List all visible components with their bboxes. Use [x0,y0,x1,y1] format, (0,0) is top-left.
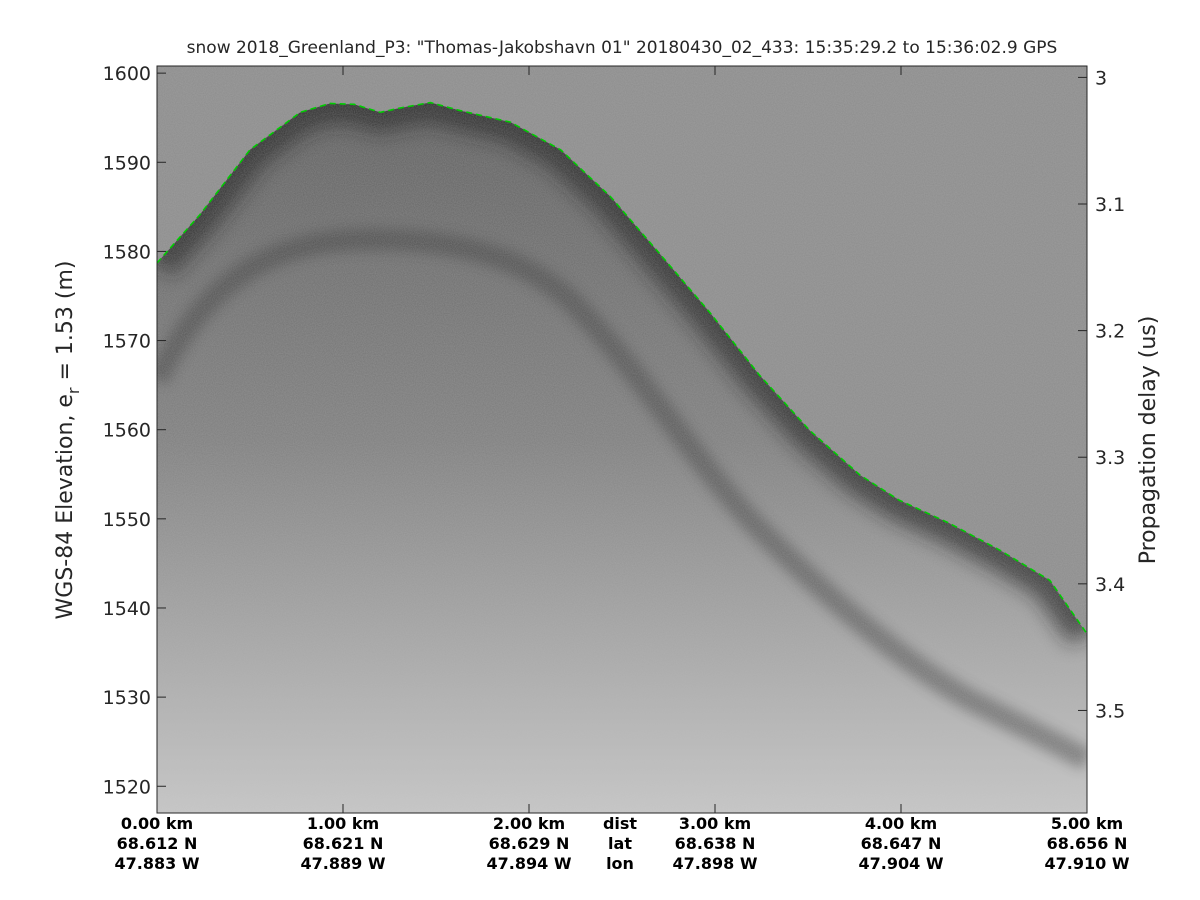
x-tick-label: 0.00 km [121,814,193,833]
chart-title: snow 2018_Greenland_P3: "Thomas-Jakobsha… [187,38,1058,58]
y-tick-label: 1540 [103,598,151,620]
x-tick-label: 2.00 km [493,814,565,833]
speckle-noise [157,66,1087,813]
lon-label: 47.883 W [115,854,200,873]
lat-label: 68.621 N [303,834,384,853]
lon-label: 47.894 W [487,854,572,873]
surface-line [157,101,1087,635]
lon-label: 47.910 W [1045,854,1130,873]
lat-label: 68.656 N [1047,834,1128,853]
lon-label: 47.904 W [859,854,944,873]
y-tick-label: 1590 [103,152,151,174]
y-tick-label: 1550 [103,509,151,531]
y-label-sub: r [64,387,83,394]
y2-axis-label: Propagation delay (us) [1136,316,1161,565]
x-tick-label: 3.00 km [679,814,751,833]
lat-label: 68.629 N [489,834,570,853]
plot-frame [156,65,1088,814]
y-label-main: WGS-84 Elevation, e [53,394,78,619]
y-tick-label: 1570 [103,331,151,353]
y-tick-label: 1580 [103,241,151,263]
x-tick-label: 4.00 km [865,814,937,833]
y-tick-label: 1600 [103,63,151,85]
y2-tick-label: 3.5 [1095,700,1125,722]
row-name: lon [606,854,634,873]
y-tick-label: 1520 [103,776,151,798]
lat-label: 68.612 N [117,834,198,853]
lat-label: 68.647 N [861,834,942,853]
row-name: dist [603,814,637,833]
x-tick-label: 1.00 km [307,814,379,833]
y2-tick-label: 3.3 [1095,447,1125,469]
lon-label: 47.898 W [673,854,758,873]
y2-tick-label: 3 [1095,67,1107,89]
lon-label: 47.889 W [301,854,386,873]
row-name: lat [608,834,632,853]
y-label-rest: = 1.53 (m) [53,261,78,388]
y-tick-label: 1530 [103,687,151,709]
y2-tick-label: 3.4 [1095,574,1125,596]
lat-label: 68.638 N [675,834,756,853]
y-tick-label: 1560 [103,420,151,442]
plot-area [157,66,1087,813]
y-axis-label: WGS-84 Elevation, er = 1.53 (m) [53,261,83,620]
y2-tick-label: 3.2 [1095,321,1125,343]
y2-tick-label: 3.1 [1095,194,1125,216]
x-tick-label: 5.00 km [1051,814,1123,833]
